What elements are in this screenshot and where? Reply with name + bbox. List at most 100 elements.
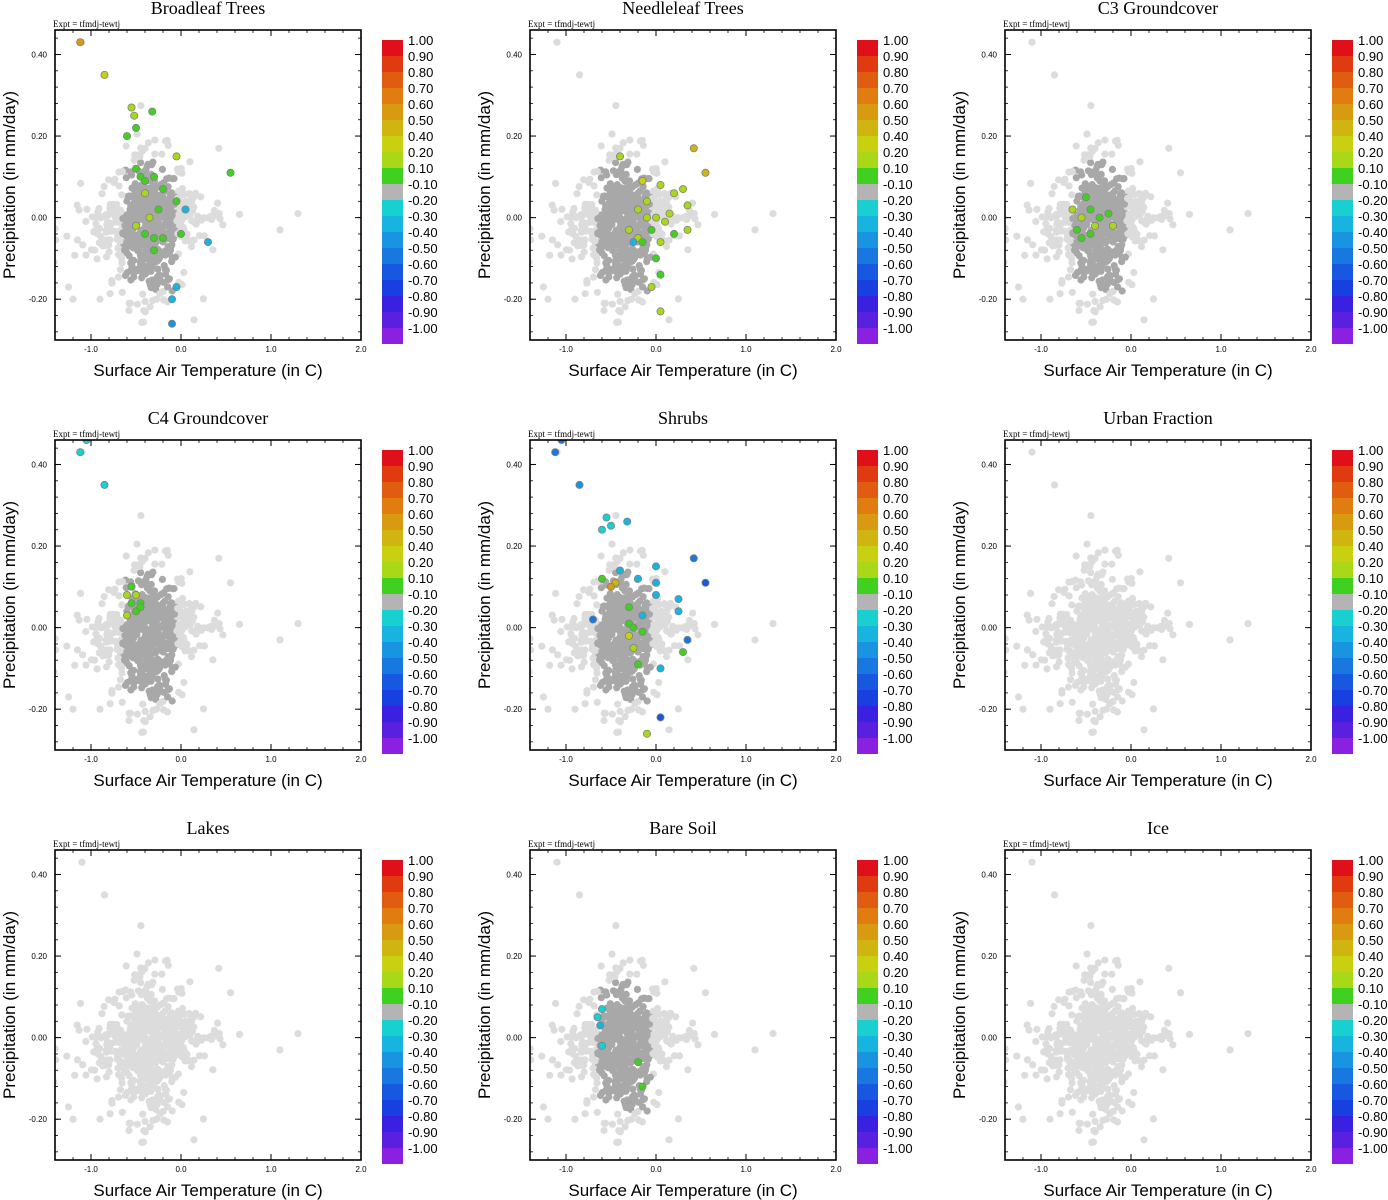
background-point xyxy=(605,566,613,574)
background-point xyxy=(1088,238,1097,246)
highlight-point xyxy=(674,595,683,604)
background-point xyxy=(678,214,686,222)
x-tick-label: -1.0 xyxy=(84,755,98,764)
y-axis-label: Precipitation (in mm/day) xyxy=(0,91,19,279)
background-point xyxy=(1086,251,1094,259)
colorbar-label: 1.00 xyxy=(408,443,433,458)
background-point xyxy=(601,299,610,307)
highlight-point xyxy=(652,213,661,222)
colorbar-label: -0.30 xyxy=(408,619,438,634)
background-point xyxy=(126,299,134,307)
background-point xyxy=(589,273,598,281)
background-point xyxy=(82,217,90,226)
colorbar-label: 0.10 xyxy=(408,161,433,176)
x-tick-label: 0.0 xyxy=(650,755,662,764)
background-point xyxy=(1029,651,1037,659)
highlight-point xyxy=(154,205,163,214)
background-point xyxy=(1096,648,1104,656)
background-point xyxy=(1027,179,1035,187)
background-point xyxy=(166,654,174,662)
colorbar-swatch xyxy=(382,466,403,482)
background-point xyxy=(617,200,625,208)
background-point xyxy=(126,757,133,764)
highlight-point xyxy=(1073,225,1082,234)
x-tick-label: -1.0 xyxy=(84,345,98,354)
background-point xyxy=(1082,242,1090,250)
background-point xyxy=(1123,575,1132,583)
highlight-point xyxy=(100,480,109,489)
background-point xyxy=(94,618,102,626)
background-point xyxy=(617,248,625,256)
x-tick-label: 2.0 xyxy=(355,755,367,764)
background-point xyxy=(614,290,622,298)
background-point xyxy=(552,179,560,187)
background-point xyxy=(593,669,601,677)
colorbar: 1.000.900.800.700.600.500.400.200.10-0.1… xyxy=(857,443,913,754)
background-point xyxy=(1077,686,1085,694)
colorbar-swatch xyxy=(857,200,878,216)
background-point xyxy=(640,219,648,227)
colorbar-label: 0.50 xyxy=(883,113,908,128)
highlight-point xyxy=(683,201,692,210)
background-point xyxy=(613,728,621,737)
background-point xyxy=(639,141,647,149)
y-tick-label: -0.20 xyxy=(979,295,998,304)
background-point xyxy=(1115,219,1123,227)
colorbar-swatch xyxy=(1332,216,1353,232)
background-point xyxy=(1080,566,1088,574)
background-point xyxy=(661,568,669,576)
background-point xyxy=(1046,295,1054,303)
background-point xyxy=(1101,136,1109,144)
background-point xyxy=(580,209,589,217)
highlight-point xyxy=(1082,193,1091,202)
highlight-point xyxy=(158,185,167,194)
background-point xyxy=(215,144,223,152)
colorbar-swatch xyxy=(1332,184,1353,200)
background-point xyxy=(137,640,145,648)
background-point xyxy=(558,615,566,623)
background-point xyxy=(1120,200,1128,208)
background-point xyxy=(1087,144,1095,152)
background-point xyxy=(209,656,217,664)
background-point xyxy=(164,693,172,701)
background-point xyxy=(1050,182,1058,191)
background-point xyxy=(149,193,157,201)
colorbar-swatch xyxy=(857,328,878,344)
background-point xyxy=(608,300,617,308)
background-point xyxy=(79,651,87,659)
background-point xyxy=(154,675,162,683)
background-point xyxy=(1059,200,1068,208)
background-point xyxy=(152,227,161,235)
highlight-point xyxy=(616,152,625,161)
background-point xyxy=(1044,208,1052,216)
background-point xyxy=(601,757,608,764)
background-point xyxy=(133,300,141,308)
background-point xyxy=(1033,205,1041,213)
background-point xyxy=(1055,619,1063,627)
background-point xyxy=(1226,226,1234,234)
background-point xyxy=(1099,758,1106,765)
background-point xyxy=(130,256,138,264)
highlight-point xyxy=(1086,229,1095,238)
background-point xyxy=(142,200,150,208)
background-point xyxy=(146,648,154,656)
background-point xyxy=(1089,700,1097,708)
background-point xyxy=(530,236,535,244)
background-point xyxy=(127,202,135,210)
background-point xyxy=(83,205,91,213)
colorbar-label: -0.30 xyxy=(883,619,913,634)
background-point xyxy=(1092,200,1100,208)
background-point xyxy=(190,603,198,611)
background-point xyxy=(619,139,627,147)
background-point xyxy=(130,566,138,574)
background-point xyxy=(1027,589,1035,598)
background-point xyxy=(1100,590,1108,598)
colorbar-swatch xyxy=(1332,280,1353,296)
background-point xyxy=(655,205,663,213)
y-tick-label: 0.20 xyxy=(31,542,47,551)
background-point xyxy=(1068,577,1076,586)
background-point xyxy=(219,631,227,639)
x-tick-label: 1.0 xyxy=(1215,755,1227,764)
background-point xyxy=(613,648,622,656)
